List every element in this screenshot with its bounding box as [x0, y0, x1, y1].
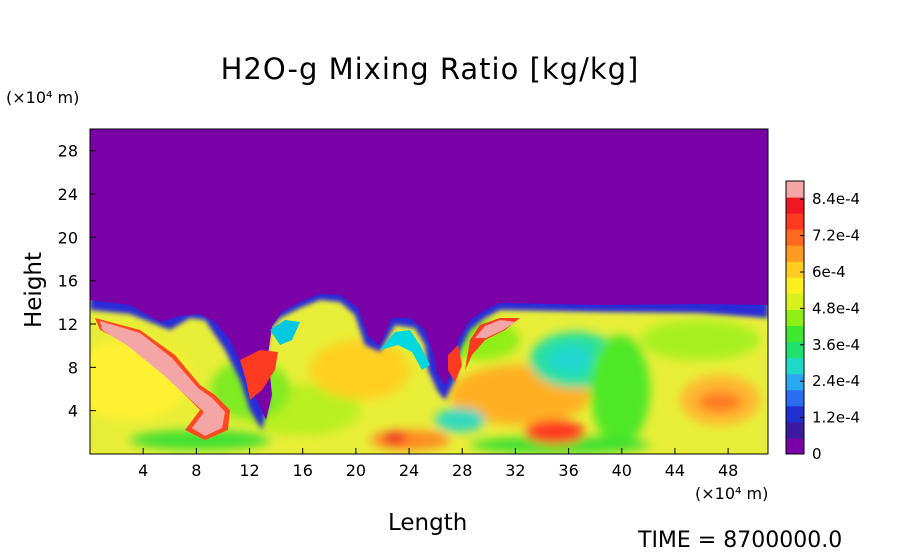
y-tick-label: 4 — [68, 402, 78, 421]
x-tick-label: 24 — [399, 461, 419, 480]
colorbar-swatch — [786, 181, 804, 198]
colorbar-label: 6e-4 — [812, 263, 846, 281]
x-tick-label: 4 — [138, 461, 148, 480]
y-tick-label: 16 — [58, 272, 78, 291]
colorbar-swatch — [786, 405, 804, 423]
colorbar-swatch — [786, 245, 804, 262]
colorbar-swatch — [786, 197, 804, 214]
x-tick-label: 44 — [665, 461, 685, 480]
colorbar-label: 1.2e-4 — [812, 409, 860, 427]
x-tick-label: 40 — [612, 461, 632, 480]
x-tick-label: 12 — [239, 461, 259, 480]
colorbar-swatch — [786, 389, 804, 407]
colorbar-label: 3.6e-4 — [812, 336, 860, 354]
colorbar-swatch — [786, 325, 804, 343]
colorbar-swatch — [786, 229, 804, 246]
x-axis-unit: (×10⁴ m) — [695, 484, 769, 503]
colorbar-swatch — [786, 293, 804, 310]
y-tick-label: 8 — [68, 358, 78, 377]
colorbar-swatch — [786, 373, 804, 391]
x-tick-label: 28 — [452, 461, 472, 480]
colorbar-swatch — [786, 213, 804, 230]
y-axis-unit: (×10⁴ m) — [6, 88, 80, 107]
colorbar-swatch — [786, 341, 804, 359]
colorbar-swatch — [786, 357, 804, 375]
colorbar-swatch — [786, 261, 804, 278]
x-tick-label: 16 — [293, 461, 313, 480]
y-tick-label: 24 — [58, 185, 78, 204]
y-tick-label: 20 — [58, 228, 78, 247]
y-tick-label: 28 — [58, 142, 78, 161]
y-tick-label: 12 — [58, 315, 78, 334]
colorbar: 0 1.2e-4 2.4e-4 3.6e-4 4.8e-4 6e-4 7.2e-4 8.4e-… — [785, 180, 860, 463]
colorbar-label: 7.2e-4 — [812, 227, 860, 245]
saturated-regions — [95, 318, 520, 440]
colorbar-label: 4.8e-4 — [812, 299, 860, 317]
dry-region-core — [90, 129, 768, 420]
chart-title: H2O-g Mixing Ratio [kg/kg] — [220, 52, 640, 86]
x-axis-label: Length — [388, 510, 468, 536]
x-tick-label: 20 — [346, 461, 366, 480]
colorbar-label: 2.4e-4 — [812, 372, 860, 390]
plot-frame — [89, 128, 769, 455]
colorbar-label: 8.4e-4 — [812, 190, 860, 208]
x-tick-label: 8 — [191, 461, 201, 480]
x-tick-label: 48 — [718, 461, 738, 480]
x-tick-label: 32 — [505, 461, 525, 480]
colorbar-swatch — [786, 309, 804, 327]
colorbar-label: 0 — [812, 445, 822, 463]
colorbar-swatch — [786, 277, 804, 294]
x-tick-label: 36 — [558, 461, 578, 480]
colorbar-swatch — [786, 437, 804, 455]
colorbar-swatch — [786, 421, 804, 439]
colorbar-frame — [785, 180, 805, 455]
heatmap-field — [90, 129, 768, 454]
